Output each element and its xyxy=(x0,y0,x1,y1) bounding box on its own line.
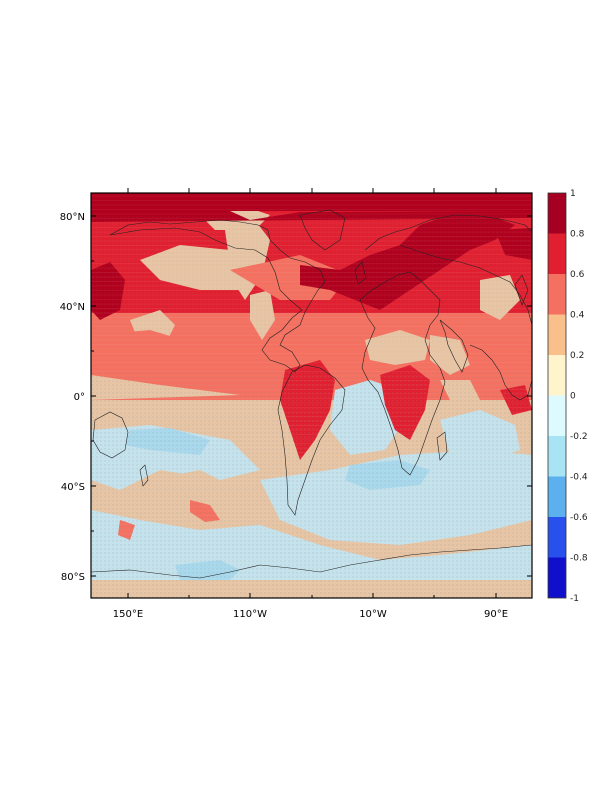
colorbar-labels: 1 0.8 0.6 0.4 0.2 0 -0.2 -0.4 -0.6 -0.8 -1 xyxy=(570,189,588,604)
y-axis xyxy=(91,215,532,577)
colorbar xyxy=(547,192,567,599)
colorbar-label: -0.2 xyxy=(570,432,588,442)
coast-australia xyxy=(92,411,129,459)
coast-madagascar xyxy=(436,431,448,461)
colorbar-segment xyxy=(548,274,566,315)
colorbar-segment xyxy=(548,476,566,517)
coast-north-america xyxy=(109,219,326,373)
coast-antarctica xyxy=(91,544,532,579)
colorbar-label: -1 xyxy=(570,594,579,604)
stipple-overlay-n xyxy=(91,215,532,345)
coast-uk xyxy=(354,261,367,285)
colorbar-segment xyxy=(548,355,566,396)
colorbar-label: -0.4 xyxy=(570,473,588,483)
colorbar-segment xyxy=(548,314,566,355)
y-label-80s: 80°S xyxy=(61,572,85,583)
coast-greenland xyxy=(299,209,346,251)
y-label-40s: 40°S xyxy=(61,482,85,493)
colorbar-segment xyxy=(548,395,566,436)
arctic-band xyxy=(91,193,532,211)
colorbar-label: 0.8 xyxy=(570,230,585,240)
map-field xyxy=(91,193,532,598)
coast-south-america xyxy=(277,364,346,516)
x-label-90e: 90°E xyxy=(484,609,508,620)
colorbar-label: 0 xyxy=(570,392,576,402)
colorbar-label: 0.2 xyxy=(570,351,584,361)
x-label-10w: 10°W xyxy=(359,609,387,620)
colorbar-label: 0.6 xyxy=(570,270,585,280)
row-lines xyxy=(91,195,532,597)
coast-japan xyxy=(514,274,529,306)
colorbar-frame xyxy=(547,192,567,599)
coast-south-asia xyxy=(439,319,532,401)
x-label-110w: 110°W xyxy=(233,609,267,620)
y-label-0: 0° xyxy=(74,392,85,403)
colorbar-segment xyxy=(548,557,566,598)
x-axis xyxy=(127,188,497,598)
coast-nz xyxy=(139,464,149,487)
colorbar-label: 1 xyxy=(570,189,576,199)
stipple-overlay xyxy=(91,370,532,598)
colorbar-segment xyxy=(548,436,566,477)
colorbar-segment xyxy=(548,517,566,558)
coastlines xyxy=(91,209,532,579)
colorbar-label: -0.6 xyxy=(570,513,588,523)
colorbar-label: 0.4 xyxy=(570,311,585,321)
y-label-40n: 40°N xyxy=(60,302,85,313)
colorbar-label: -0.8 xyxy=(570,554,588,564)
colorbar-segment xyxy=(548,233,566,274)
colorbar-segment xyxy=(548,193,566,234)
x-label-150e: 150°E xyxy=(113,609,143,620)
y-label-80n: 80°N xyxy=(60,212,85,223)
coast-eurasia xyxy=(364,214,532,326)
coast-europe-africa xyxy=(359,271,446,476)
